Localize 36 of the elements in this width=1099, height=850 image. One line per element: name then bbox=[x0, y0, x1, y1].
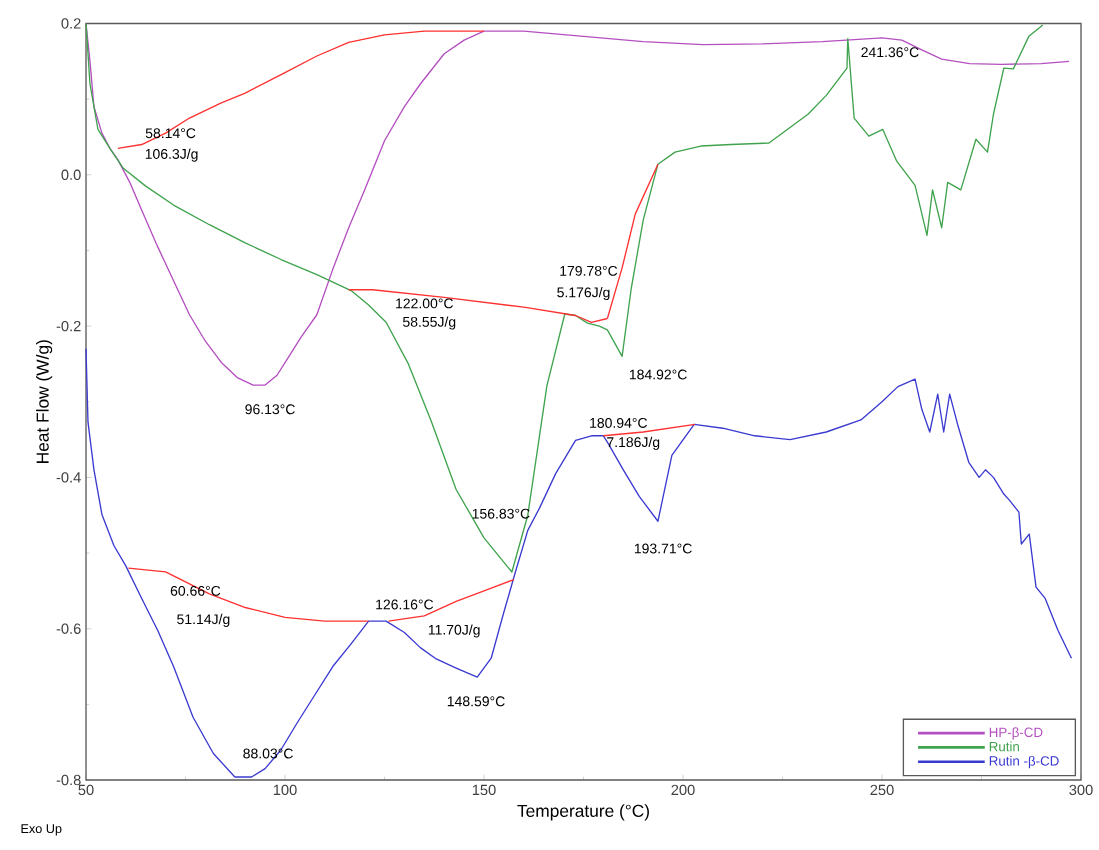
x-tick-label: 50 bbox=[78, 784, 94, 796]
y-tick-label: 0.0 bbox=[61, 169, 81, 180]
y-tick-label: 0.2 bbox=[61, 18, 81, 29]
y-tick-label: -0.2 bbox=[56, 320, 81, 332]
text: Exo Up bbox=[21, 824, 62, 836]
annotation: 180.94°C bbox=[590, 417, 648, 428]
x-axis-title: Temperature (°C) bbox=[517, 804, 649, 821]
x-tick-label: 150 bbox=[472, 784, 496, 796]
x-tick-label: 200 bbox=[671, 784, 695, 796]
annotation: 241.36°C bbox=[861, 47, 919, 58]
text: Rutin -β-CD bbox=[989, 755, 1059, 769]
line-series bbox=[85, 348, 1073, 778]
annotation: 184.92°C bbox=[629, 369, 687, 380]
x-tick-label: 100 bbox=[273, 784, 297, 796]
line-series bbox=[85, 22, 1044, 573]
x-tick-label: 250 bbox=[870, 784, 894, 796]
annotation: 126.16°C bbox=[376, 599, 434, 610]
annotation: 179.78°C bbox=[560, 265, 618, 276]
text: HP-β-CD bbox=[989, 727, 1043, 740]
annotation: 148.59°C bbox=[447, 696, 505, 707]
annotation: 122.00°C bbox=[396, 298, 454, 309]
y-tick-label: -0.8 bbox=[56, 774, 81, 786]
x-tick-label: 300 bbox=[1069, 784, 1093, 796]
y-axis-title: Heat Flow (W/g) bbox=[36, 340, 53, 463]
annotation: 193.71°C bbox=[634, 543, 692, 554]
y-tick-label: -0.4 bbox=[56, 472, 81, 483]
annotation: 58.55J/g bbox=[402, 316, 456, 330]
annotation: 5.176J/g bbox=[557, 287, 610, 301]
annotation: 156.83°C bbox=[472, 508, 530, 519]
annotation: 51.14J/g bbox=[177, 613, 230, 627]
annotation: 106.3J/g bbox=[145, 148, 198, 162]
text: Rutin bbox=[989, 741, 1019, 752]
annotation: 11.70J/g bbox=[428, 624, 480, 638]
annotation: 7.186J/g bbox=[607, 436, 660, 450]
annotation: 96.13°C bbox=[245, 404, 295, 415]
y-tick-label: -0.6 bbox=[56, 623, 81, 634]
